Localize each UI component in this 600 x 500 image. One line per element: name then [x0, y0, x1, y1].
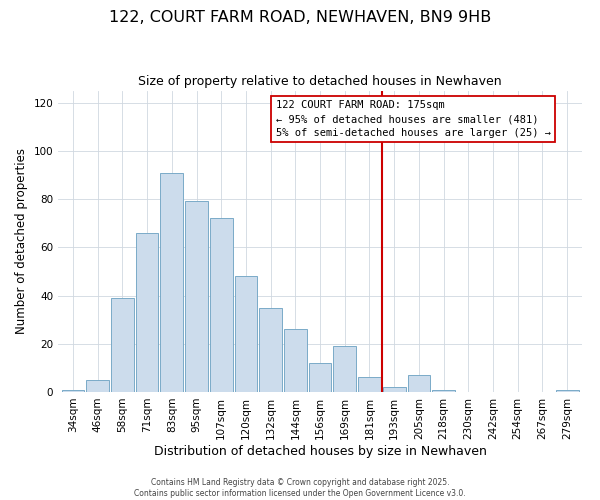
- Text: 122 COURT FARM ROAD: 175sqm
← 95% of detached houses are smaller (481)
5% of sem: 122 COURT FARM ROAD: 175sqm ← 95% of det…: [275, 100, 551, 138]
- Bar: [383, 387, 406, 392]
- Bar: [259, 308, 282, 392]
- Bar: [86, 380, 109, 392]
- Title: Size of property relative to detached houses in Newhaven: Size of property relative to detached ho…: [138, 75, 502, 88]
- Bar: [136, 233, 158, 392]
- X-axis label: Distribution of detached houses by size in Newhaven: Distribution of detached houses by size …: [154, 444, 487, 458]
- Text: 122, COURT FARM ROAD, NEWHAVEN, BN9 9HB: 122, COURT FARM ROAD, NEWHAVEN, BN9 9HB: [109, 10, 491, 25]
- Bar: [210, 218, 233, 392]
- Bar: [62, 390, 85, 392]
- Bar: [407, 375, 430, 392]
- Bar: [309, 363, 331, 392]
- Bar: [556, 390, 578, 392]
- Bar: [432, 390, 455, 392]
- Text: Contains HM Land Registry data © Crown copyright and database right 2025.
Contai: Contains HM Land Registry data © Crown c…: [134, 478, 466, 498]
- Bar: [284, 330, 307, 392]
- Y-axis label: Number of detached properties: Number of detached properties: [15, 148, 28, 334]
- Bar: [111, 298, 134, 392]
- Bar: [235, 276, 257, 392]
- Bar: [334, 346, 356, 392]
- Bar: [185, 202, 208, 392]
- Bar: [358, 378, 381, 392]
- Bar: [160, 172, 183, 392]
